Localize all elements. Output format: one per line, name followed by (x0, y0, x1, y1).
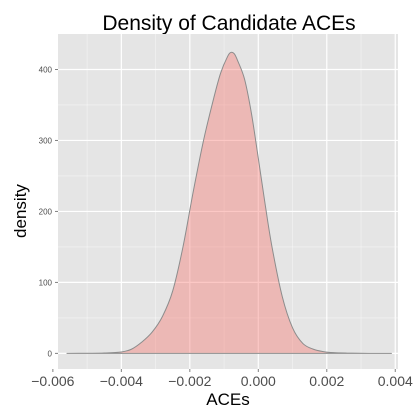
y-axis-title: density (11, 184, 30, 238)
x-tick-label: 0.004 (378, 373, 413, 389)
y-axis-ticks: 0 100 200 300 400 (39, 65, 58, 358)
x-tick-label: −0.006 (31, 373, 74, 389)
y-tick-label: 100 (39, 278, 53, 287)
chart-title: Density of Candidate ACEs (102, 12, 355, 35)
x-tick-label: −0.002 (168, 373, 211, 389)
x-axis-title: ACEs (206, 390, 249, 409)
y-tick-label: 200 (39, 207, 53, 216)
x-tick-label: 0.000 (241, 373, 276, 389)
x-tick-label: −0.004 (100, 373, 143, 389)
x-axis-ticks: −0.006 −0.004 −0.002 0.000 0.002 0.004 (31, 369, 413, 389)
y-tick-label: 300 (39, 136, 53, 145)
plot-panel (58, 34, 398, 369)
density-area (66, 51, 392, 354)
y-tick-label: 400 (39, 65, 53, 74)
y-tick-label: 0 (48, 349, 53, 358)
minor-gridlines (58, 34, 398, 369)
x-tick-label: 0.002 (309, 373, 344, 389)
